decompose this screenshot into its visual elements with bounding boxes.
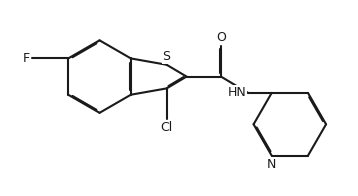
- Text: N: N: [267, 158, 276, 171]
- Text: Cl: Cl: [160, 121, 173, 134]
- Text: O: O: [216, 31, 226, 44]
- Text: F: F: [23, 52, 30, 65]
- Text: S: S: [163, 50, 171, 63]
- Text: HN: HN: [228, 86, 246, 99]
